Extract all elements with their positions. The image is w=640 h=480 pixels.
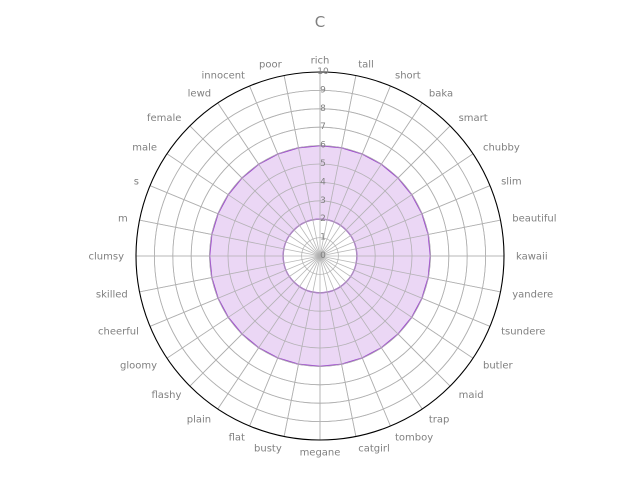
category-label: chubby	[483, 143, 520, 154]
category-label: beautiful	[512, 213, 556, 224]
category-label: trap	[429, 414, 450, 425]
grid-spoke-overlay	[166, 153, 321, 257]
grid-spoke-overlay	[319, 219, 501, 257]
category-label: tomboy	[395, 433, 433, 444]
r-tick-label: 1	[320, 233, 326, 243]
label-layer: rich tall short baka smart chubby slim beautifu…	[89, 56, 557, 459]
category-label: gloomy	[120, 360, 157, 371]
category-label: tsundere	[501, 327, 545, 338]
grid-spoke-overlay	[319, 255, 491, 327]
grid-spoke-overlay	[139, 255, 321, 293]
r-tick-label: 2	[320, 214, 326, 224]
grid-spoke-overlay	[166, 255, 321, 359]
category-label: male	[132, 143, 157, 154]
grid-spoke-overlay	[249, 255, 321, 427]
grid-spoke-overlay	[283, 75, 321, 257]
category-label: baka	[429, 89, 453, 100]
category-label: busty	[254, 444, 282, 455]
grid-spoke-overlay	[319, 255, 451, 387]
r-tick-label: 7	[320, 122, 326, 132]
category-label: yandere	[512, 290, 553, 301]
r-tick-label: 9	[320, 85, 326, 95]
category-label: flashy	[152, 390, 182, 401]
category-label: poor	[259, 59, 283, 70]
category-label: catgirl	[358, 444, 390, 455]
grid-spoke-overlay	[319, 185, 491, 257]
category-label: tall	[358, 59, 374, 70]
category-label: s	[134, 176, 139, 187]
grid-spoke-overlay	[319, 125, 451, 257]
category-label: short	[395, 70, 421, 81]
category-label: plain	[187, 414, 211, 425]
grid-spoke-overlay	[149, 255, 321, 327]
data-layer	[135, 71, 505, 441]
grid-spoke-overlay	[319, 255, 474, 359]
category-label: innocent	[202, 70, 246, 81]
category-label: kawaii	[516, 252, 548, 263]
r-tick-label: 3	[320, 196, 326, 206]
category-label: clumsy	[89, 252, 125, 263]
r-tick-label: 5	[320, 159, 326, 169]
r-tick-label: 8	[320, 104, 326, 114]
category-label: flat	[229, 433, 245, 444]
category-label: m	[118, 213, 128, 224]
grid-spoke-overlay	[319, 85, 391, 257]
grid-spoke-overlay	[283, 255, 321, 437]
grid-spoke-overlay	[139, 219, 321, 257]
category-label: rich	[311, 56, 330, 67]
grid-spoke-overlay	[319, 75, 357, 257]
category-label: female	[147, 113, 181, 124]
category-label: maid	[459, 390, 484, 401]
grid-spoke-overlay	[149, 185, 321, 257]
tick-layer: 0 1 2 3 4 5 6 7 8 9 10	[317, 67, 329, 261]
category-label: smart	[459, 113, 488, 124]
grid-spoke-overlay	[189, 255, 321, 387]
r-tick-label: 6	[320, 141, 326, 151]
grid-spoke-overlay	[319, 255, 501, 293]
r-tick-label: 4	[320, 177, 326, 187]
chart-title: C	[315, 13, 325, 31]
category-label: butler	[483, 360, 514, 371]
grid-spoke-overlay	[319, 255, 391, 427]
r-tick-label: 0	[320, 251, 326, 261]
grid-spoke-overlay	[319, 153, 474, 257]
category-label: cheerful	[98, 327, 139, 338]
category-label: slim	[501, 176, 522, 187]
category-label: lewd	[188, 89, 211, 100]
r-tick-label: 10	[317, 67, 329, 77]
grid-spoke-overlay	[249, 85, 321, 257]
grid-spoke-overlay	[217, 102, 321, 257]
outer-ring	[135, 71, 505, 441]
grid-spoke-overlay	[217, 255, 321, 410]
grid-spoke-overlay	[319, 255, 357, 437]
category-label: megane	[300, 448, 341, 459]
grid-spoke-overlay	[319, 255, 423, 410]
grid-spoke-overlay	[319, 102, 423, 257]
grid-spoke-overlay	[189, 125, 321, 257]
category-label: skilled	[96, 290, 128, 301]
